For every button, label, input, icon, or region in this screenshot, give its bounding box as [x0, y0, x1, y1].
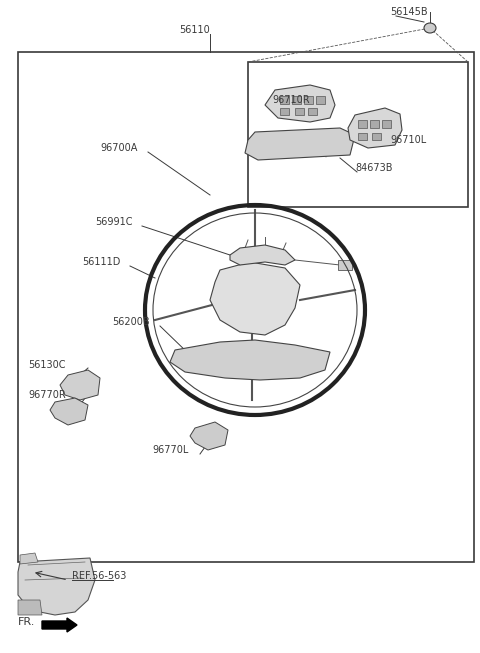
Text: 96770R: 96770R — [28, 390, 66, 400]
Text: 84673B: 84673B — [355, 163, 393, 173]
Text: 56111D: 56111D — [82, 257, 120, 267]
Polygon shape — [308, 108, 317, 115]
Text: 96770L: 96770L — [152, 445, 188, 455]
Polygon shape — [18, 600, 42, 615]
Polygon shape — [280, 96, 289, 104]
Bar — [18, 52, 474, 562]
Text: 96700A: 96700A — [100, 143, 137, 153]
Text: 96710R: 96710R — [272, 95, 310, 105]
Polygon shape — [295, 108, 304, 115]
Polygon shape — [316, 96, 325, 104]
Polygon shape — [265, 85, 335, 122]
FancyArrow shape — [42, 618, 77, 632]
Text: FR.: FR. — [18, 617, 36, 627]
Text: 56130C: 56130C — [28, 360, 65, 370]
Polygon shape — [372, 133, 381, 140]
Polygon shape — [230, 245, 295, 265]
Text: 56200B: 56200B — [112, 317, 150, 327]
Polygon shape — [245, 128, 355, 160]
Ellipse shape — [424, 23, 436, 33]
Polygon shape — [348, 108, 402, 148]
Bar — [248, 62, 468, 207]
Polygon shape — [370, 120, 379, 128]
Polygon shape — [382, 120, 391, 128]
Polygon shape — [170, 340, 330, 380]
Polygon shape — [50, 398, 88, 425]
Polygon shape — [18, 558, 95, 615]
Polygon shape — [280, 108, 289, 115]
Text: REF.56-563: REF.56-563 — [72, 571, 126, 581]
Polygon shape — [20, 553, 38, 564]
Polygon shape — [292, 96, 301, 104]
Polygon shape — [358, 120, 367, 128]
Polygon shape — [338, 260, 352, 270]
Polygon shape — [358, 133, 367, 140]
Polygon shape — [190, 422, 228, 450]
Text: 56991C: 56991C — [95, 217, 132, 227]
Text: 96710L: 96710L — [390, 135, 426, 145]
Polygon shape — [210, 262, 300, 335]
Text: 56110: 56110 — [180, 25, 210, 35]
Polygon shape — [60, 370, 100, 400]
Polygon shape — [304, 96, 313, 104]
Text: 56145B: 56145B — [390, 7, 428, 17]
